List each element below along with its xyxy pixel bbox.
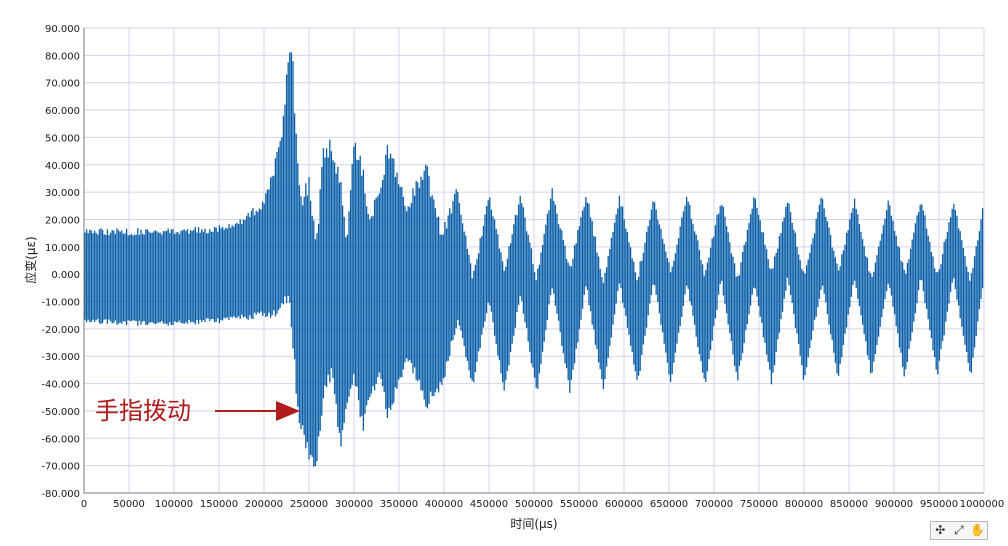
x-tick-label: 250000	[290, 499, 328, 510]
y-tick-label: -70.000	[41, 462, 80, 473]
x-tick-label: 150000	[200, 499, 238, 510]
y-axis-title: 应变(με)	[23, 236, 38, 284]
annotation: 手指拨动	[95, 397, 300, 425]
y-tick-label: -10.000	[41, 298, 80, 309]
y-tick-label: -30.000	[41, 352, 80, 363]
x-tick-label: 0	[81, 499, 87, 510]
y-tick-label: 40.000	[45, 161, 80, 172]
y-tick-label: 20.000	[45, 215, 80, 226]
x-tick-label: 850000	[830, 499, 868, 510]
x-axis-title: 时间(μs)	[510, 517, 557, 531]
y-tick-label: 50.000	[45, 133, 80, 144]
y-tick-label: -40.000	[41, 380, 80, 391]
graph-palette: ✣ ⤢ ✋	[930, 521, 988, 540]
x-tick-label: 50000	[113, 499, 145, 510]
x-tick-label: 750000	[740, 499, 778, 510]
y-tick-labels: 90.000 80.000 70.000 60.000 50.000 40.000 30.0…	[41, 24, 80, 500]
x-tick-label: 500000	[515, 499, 553, 510]
x-tick-label: 200000	[245, 499, 283, 510]
y-tick-label: 60.000	[45, 106, 80, 117]
series-line	[84, 52, 984, 467]
y-tick-label: -50.000	[41, 407, 80, 418]
x-tick-label: 800000	[785, 499, 823, 510]
y-tick-label: -60.000	[41, 434, 80, 445]
grid-lines	[83, 27, 985, 494]
y-tick-label: 0.000	[51, 270, 80, 281]
x-tick-label: 950000	[920, 499, 958, 510]
x-tick-label: 300000	[335, 499, 373, 510]
y-tick-label: 30.000	[45, 188, 80, 199]
data-series	[84, 52, 984, 467]
cursor-icon[interactable]: ✣	[935, 523, 946, 537]
x-tick-label: 650000	[650, 499, 688, 510]
zoom-icon[interactable]: ⤢	[954, 523, 964, 537]
y-tick-label: 70.000	[45, 79, 80, 90]
annotation-label: 手指拨动	[95, 397, 191, 425]
x-tick-label: 350000	[380, 499, 418, 510]
x-tick-label: 900000	[875, 499, 913, 510]
y-tick-label: -20.000	[41, 325, 80, 336]
y-tick-label: -80.000	[41, 489, 80, 500]
x-tick-label: 400000	[425, 499, 463, 510]
y-tick-label: 80.000	[45, 51, 80, 62]
pan-icon[interactable]: ✋	[970, 523, 986, 537]
x-tick-label: 550000	[560, 499, 598, 510]
x-tick-label: 700000	[695, 499, 733, 510]
x-tick-label: 100000	[155, 499, 193, 510]
x-tick-label: 1000000	[960, 499, 1005, 510]
x-tick-label: 600000	[605, 499, 643, 510]
x-tick-label: 450000	[470, 499, 508, 510]
y-tick-label: 10.000	[45, 243, 80, 254]
x-tick-labels: 0 50000 100000 150000 200000 250000 300000 3500…	[81, 499, 1004, 510]
y-tick-label: 90.000	[45, 24, 80, 35]
